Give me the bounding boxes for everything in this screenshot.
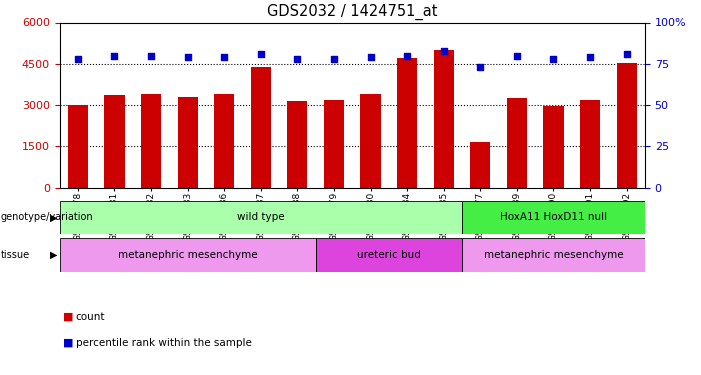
- Bar: [315, 238, 462, 272]
- Bar: [324, 100, 344, 188]
- Text: metanephric mesenchyme: metanephric mesenchyme: [484, 250, 623, 260]
- Point: [255, 51, 266, 57]
- Point: [182, 54, 193, 60]
- Text: percentile rank within the sample: percentile rank within the sample: [76, 338, 252, 348]
- Bar: [617, 63, 637, 188]
- Bar: [287, 101, 308, 188]
- Point: [365, 54, 376, 60]
- Bar: [214, 94, 234, 188]
- Point: [402, 53, 413, 58]
- Text: ■: ■: [63, 312, 74, 322]
- Bar: [68, 105, 88, 188]
- Bar: [251, 67, 271, 188]
- Bar: [60, 201, 462, 234]
- Point: [72, 56, 83, 62]
- Bar: [434, 50, 454, 188]
- Bar: [462, 201, 645, 234]
- Text: ▶: ▶: [50, 250, 57, 260]
- Point: [109, 53, 120, 58]
- Text: wild type: wild type: [237, 213, 285, 222]
- Bar: [543, 105, 564, 188]
- Bar: [397, 58, 417, 188]
- Bar: [580, 99, 600, 188]
- Bar: [141, 94, 161, 188]
- Bar: [60, 238, 315, 272]
- Text: genotype/variation: genotype/variation: [1, 213, 93, 222]
- Bar: [462, 238, 645, 272]
- Point: [145, 53, 156, 58]
- Text: ureteric bud: ureteric bud: [357, 250, 421, 260]
- Point: [328, 56, 339, 62]
- Point: [219, 54, 230, 60]
- Bar: [177, 97, 198, 188]
- Text: HoxA11 HoxD11 null: HoxA11 HoxD11 null: [500, 213, 607, 222]
- Point: [475, 64, 486, 70]
- Point: [621, 51, 632, 57]
- Bar: [360, 94, 381, 188]
- Point: [511, 53, 522, 58]
- Bar: [507, 98, 527, 188]
- Title: GDS2032 / 1424751_at: GDS2032 / 1424751_at: [267, 3, 437, 20]
- Text: ■: ■: [63, 338, 74, 348]
- Bar: [470, 142, 491, 188]
- Point: [292, 56, 303, 62]
- Bar: [104, 94, 125, 188]
- Text: ▶: ▶: [50, 213, 57, 222]
- Text: tissue: tissue: [1, 250, 30, 260]
- Point: [585, 54, 596, 60]
- Point: [548, 56, 559, 62]
- Point: [438, 48, 449, 54]
- Text: count: count: [76, 312, 105, 322]
- Text: metanephric mesenchyme: metanephric mesenchyme: [118, 250, 257, 260]
